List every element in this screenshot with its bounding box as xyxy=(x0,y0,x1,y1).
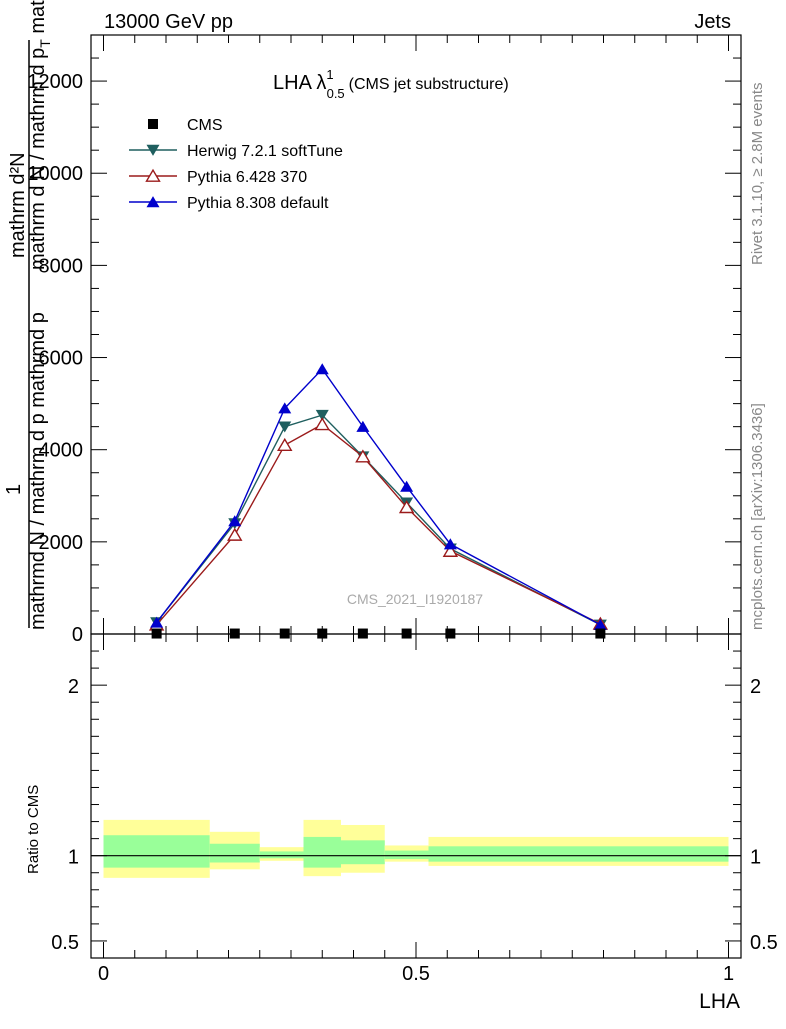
ratio-panel-frame: 0 0.5 1 0.5 0.5 1 1 2 2 xyxy=(51,633,778,985)
legend-label-1: Herwig 7.2.1 softTune xyxy=(187,143,343,160)
series-line-1 xyxy=(156,414,601,626)
ratio-band-green-5 xyxy=(384,850,429,860)
series-3 xyxy=(150,363,607,630)
ratio-band-green-3 xyxy=(303,836,341,868)
legend-marker-0 xyxy=(148,119,158,129)
series-1-point-3 xyxy=(315,409,329,421)
series-2-point-4 xyxy=(355,449,371,463)
ratio-uncertainty-bands xyxy=(103,819,729,878)
ratio-y-tick-label-right: 2 xyxy=(750,676,761,698)
series-3-point-3 xyxy=(315,363,329,375)
series-0 xyxy=(151,628,606,639)
rivet-version-label: Rivet 3.1.10, ≥ 2.8M events xyxy=(749,83,766,266)
legend-marker-1 xyxy=(146,144,160,156)
series-2-point-5 xyxy=(398,500,415,514)
y-axis-label: mathrm d²N 1 mathrmd N / mathrm d p math… xyxy=(3,0,53,630)
x-tick-label: 0.5 xyxy=(402,963,430,985)
legend-marker-3 xyxy=(146,196,160,208)
mcplots-url-label: mcplots.cern.ch [arXiv:1306.3436] xyxy=(749,403,766,630)
x-tick-label: 1 xyxy=(723,963,734,985)
series-2-point-1 xyxy=(227,527,243,541)
y-label-overlap: mathrmd N / mathrm d p mathrmd p xyxy=(27,312,49,630)
series-0-point-6 xyxy=(445,628,456,639)
y-label-denominator-tail: mathrm d lambda xyxy=(27,0,49,39)
y-label-denominator-top: mathrm d N / mathrm d p xyxy=(27,48,49,270)
header-right-label: Jets xyxy=(694,11,731,33)
series-1-point-2 xyxy=(278,421,292,433)
series-2-point-3 xyxy=(314,417,330,431)
ratio-y-tick-label-right: 1 xyxy=(750,847,761,869)
series-2-point-6 xyxy=(442,543,459,557)
plot-title-sup: 1 xyxy=(326,67,333,82)
legend-marker-2 xyxy=(145,168,161,182)
y-label-denominator: mathrm d N / mathrm d pT mathrm d lambda xyxy=(27,0,53,270)
series-3-point-2 xyxy=(278,402,292,414)
plot-title: LHA λ1 0.5 (CMS jet substructure) xyxy=(273,67,509,101)
legend-label-0: CMS xyxy=(187,117,223,134)
series-line-3 xyxy=(156,367,601,626)
y-label-numerator: mathrm d²N xyxy=(7,152,29,258)
ratio-band-green-0 xyxy=(103,835,210,868)
ratio-y-tick-label: 0.5 xyxy=(51,932,79,954)
plot-title-main: LHA λ xyxy=(273,72,326,94)
series-0-point-5 xyxy=(401,628,412,639)
ratio-y-tick-label: 1 xyxy=(68,847,79,869)
main-series xyxy=(148,363,609,639)
ratio-y-tick-label: 2 xyxy=(68,676,79,698)
series-0-point-4 xyxy=(357,628,368,639)
main-y-tick-label: 0 xyxy=(72,624,83,646)
main-panel-frame: 0 2000 4000 6000 8000 10000 12000 xyxy=(27,34,742,646)
main-y-tick-label: 8000 xyxy=(39,255,84,277)
series-0-point-1 xyxy=(229,628,240,639)
ratio-y-tick-label-right: 0.5 xyxy=(750,932,778,954)
analysis-watermark: CMS_2021_I1920187 xyxy=(347,591,483,607)
x-axis-label: LHA xyxy=(699,990,740,1013)
legend-label-3: Pythia 8.308 default xyxy=(187,195,329,212)
series-2-point-2 xyxy=(277,437,293,451)
legend-label-2: Pythia 6.428 370 xyxy=(187,169,307,186)
ratio-band-green-2 xyxy=(259,851,304,859)
main-y-tick-label: 10000 xyxy=(27,163,83,185)
ratio-y-axis-label: Ratio to CMS xyxy=(25,785,42,874)
series-0-point-0 xyxy=(151,628,162,639)
series-3-point-4 xyxy=(356,420,370,432)
series-3-point-5 xyxy=(400,480,414,492)
main-y-tick-label: 6000 xyxy=(39,348,84,370)
series-0-point-2 xyxy=(279,628,290,639)
series-0-point-3 xyxy=(317,628,328,639)
series-3-point-1 xyxy=(228,515,242,527)
plot-title-suffix: (CMS jet substructure) xyxy=(349,76,509,93)
series-3-point-7 xyxy=(593,618,607,630)
ratio-band-green-6 xyxy=(428,846,729,862)
main-y-tick-label: 4000 xyxy=(39,440,84,462)
y-label-denominator-sub: T xyxy=(37,39,53,48)
ratio-panel-border xyxy=(90,633,742,959)
series-3-point-0 xyxy=(150,616,164,628)
x-tick-label: 0 xyxy=(98,963,109,985)
series-line-2 xyxy=(156,423,601,626)
series-3-point-6 xyxy=(443,538,457,550)
ratio-band-green-4 xyxy=(341,840,385,865)
legend: CMS Herwig 7.2.1 softTune Pythia 6.428 370… xyxy=(129,117,343,212)
header-left-label: 13000 GeV pp xyxy=(104,11,233,33)
y-label-one: 1 xyxy=(3,484,25,495)
main-y-tick-label: 2000 xyxy=(39,532,84,554)
main-y-tick-label: 12000 xyxy=(27,71,83,93)
ratio-band-green-1 xyxy=(209,843,260,863)
plot-title-sub: 0.5 xyxy=(327,86,345,101)
series-0-point-7 xyxy=(595,628,606,639)
